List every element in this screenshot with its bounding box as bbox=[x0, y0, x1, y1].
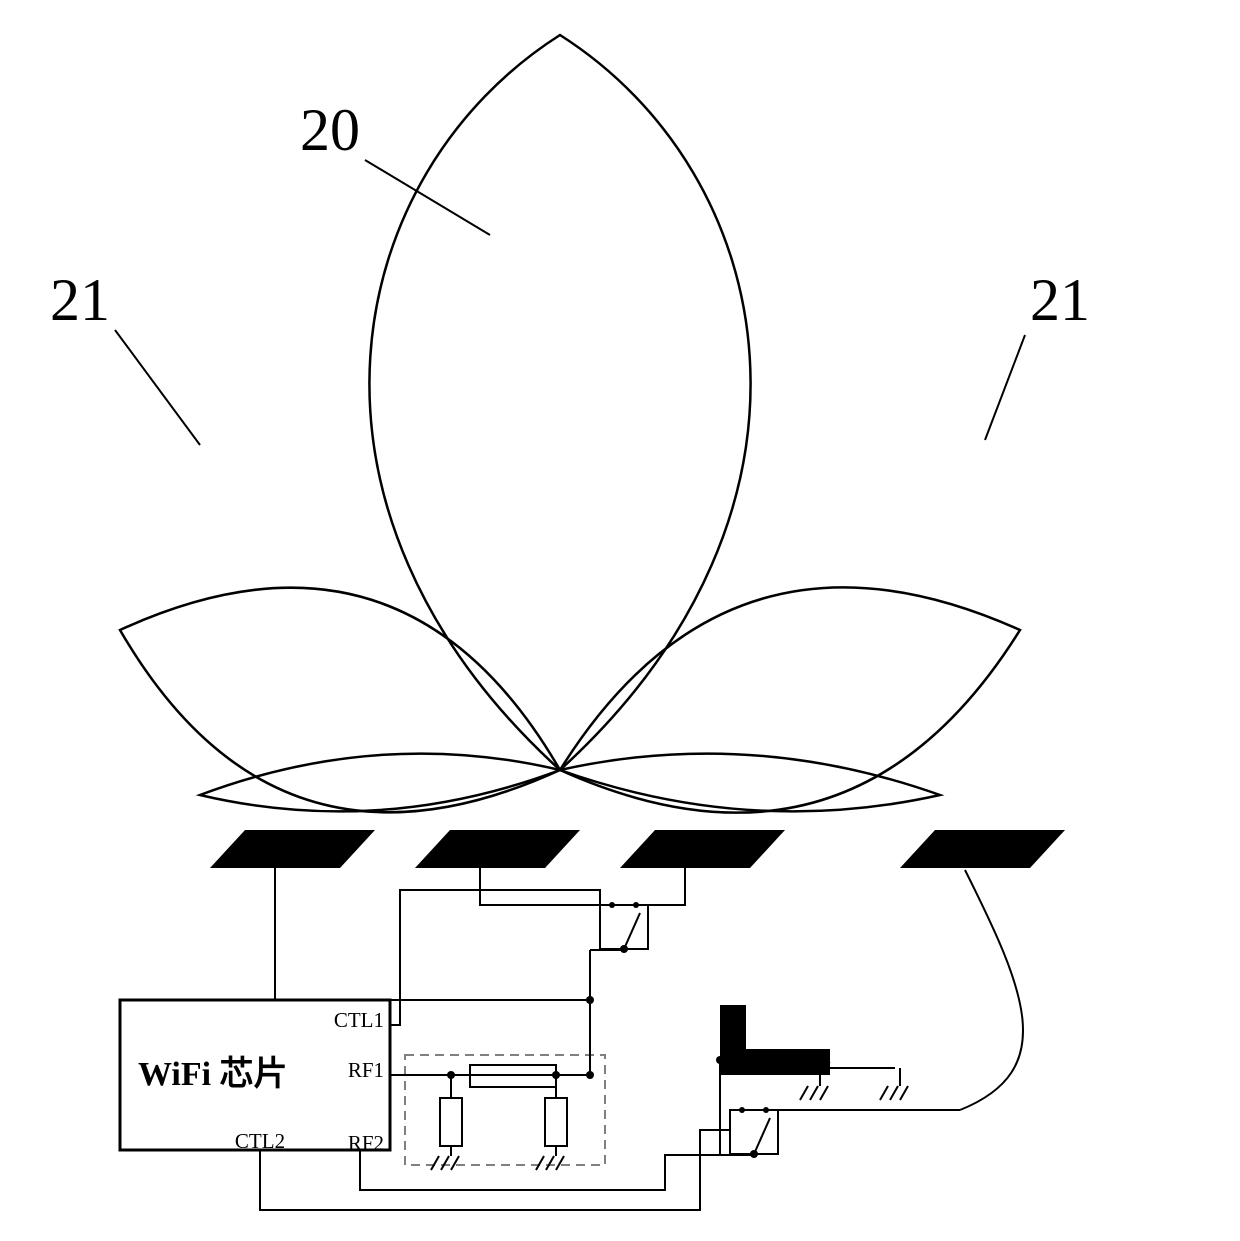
label-20: 20 bbox=[300, 97, 360, 163]
wifi-chip-title: WiFi 芯片 bbox=[138, 1055, 288, 1093]
pin-label-CTL2: CTL2 bbox=[235, 1129, 285, 1153]
pin-label-RF1: RF1 bbox=[348, 1058, 384, 1082]
pin-label-CTL1: CTL1 bbox=[334, 1008, 384, 1032]
pin-label-RF2: RF2 bbox=[348, 1131, 384, 1155]
label-21-left: 21 bbox=[50, 267, 110, 333]
label-21-right: 21 bbox=[1030, 267, 1090, 333]
